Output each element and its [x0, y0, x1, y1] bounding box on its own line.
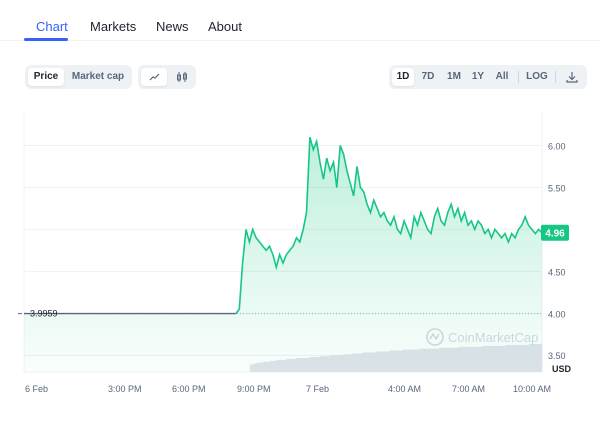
download-icon: [566, 72, 578, 83]
y-tick-label: 3.50: [548, 351, 566, 361]
range-7d-button[interactable]: 7D: [421, 71, 435, 82]
market-cap-toggle-button[interactable]: Market cap: [71, 71, 125, 82]
x-tick-label: 6 Feb: [25, 384, 48, 394]
range-divider: [518, 71, 519, 83]
price-area-fill: [24, 137, 542, 372]
line-chart-icon: [149, 73, 160, 81]
range-1y-button[interactable]: 1Y: [471, 71, 485, 82]
coinmarketcap-logo-icon: [426, 328, 444, 346]
range-1m-button[interactable]: 1M: [447, 71, 461, 82]
x-tick-label: 3:00 PM: [108, 384, 142, 394]
tab-chart[interactable]: Chart: [36, 19, 68, 34]
price-toggle-button[interactable]: Price: [28, 68, 64, 86]
tab-markets[interactable]: Markets: [90, 19, 137, 34]
range-divider: [555, 71, 556, 83]
x-tick-label: 7 Feb: [306, 384, 329, 394]
x-tick-label: 7:00 AM: [452, 384, 485, 394]
range-1d-button[interactable]: 1D: [392, 68, 414, 86]
chart-type-toggle: [138, 65, 196, 89]
watermark-text: CoinMarketCap: [448, 330, 538, 345]
y-axis-unit-label: USD: [552, 364, 572, 374]
metric-toggle: Price Market cap: [25, 65, 132, 89]
tab-about[interactable]: About: [208, 19, 242, 34]
coinmarketcap-watermark: CoinMarketCap: [426, 328, 538, 346]
y-tick-label: 4.50: [548, 267, 566, 277]
line-chart-button[interactable]: [141, 68, 167, 86]
open-price-label: 3.9959: [30, 309, 58, 319]
active-tab-indicator: [24, 38, 68, 41]
x-tick-label: 6:00 PM: [172, 384, 206, 394]
price-line-series[interactable]: [235, 136, 543, 315]
y-tick-label: 5.50: [548, 183, 566, 193]
current-price-badge: [541, 224, 569, 241]
x-tick-label: 4:00 AM: [388, 384, 421, 394]
download-button[interactable]: [561, 68, 583, 86]
range-toggle: 1D 7D 1M 1Y All LOG: [389, 65, 587, 89]
x-tick-label: 9:00 PM: [237, 384, 271, 394]
x-tick-label: 10:00 AM: [513, 384, 551, 394]
log-scale-button[interactable]: LOG: [526, 71, 548, 82]
current-price-label: 4.96: [545, 228, 565, 239]
tab-bar: Chart Markets News About: [0, 0, 600, 41]
y-tick-label: 6.00: [548, 142, 566, 152]
candlestick-button[interactable]: [169, 68, 195, 86]
candlestick-icon: [177, 72, 187, 82]
y-tick-label: 4.00: [548, 309, 566, 319]
range-all-button[interactable]: All: [495, 71, 509, 82]
tab-news[interactable]: News: [156, 19, 189, 34]
